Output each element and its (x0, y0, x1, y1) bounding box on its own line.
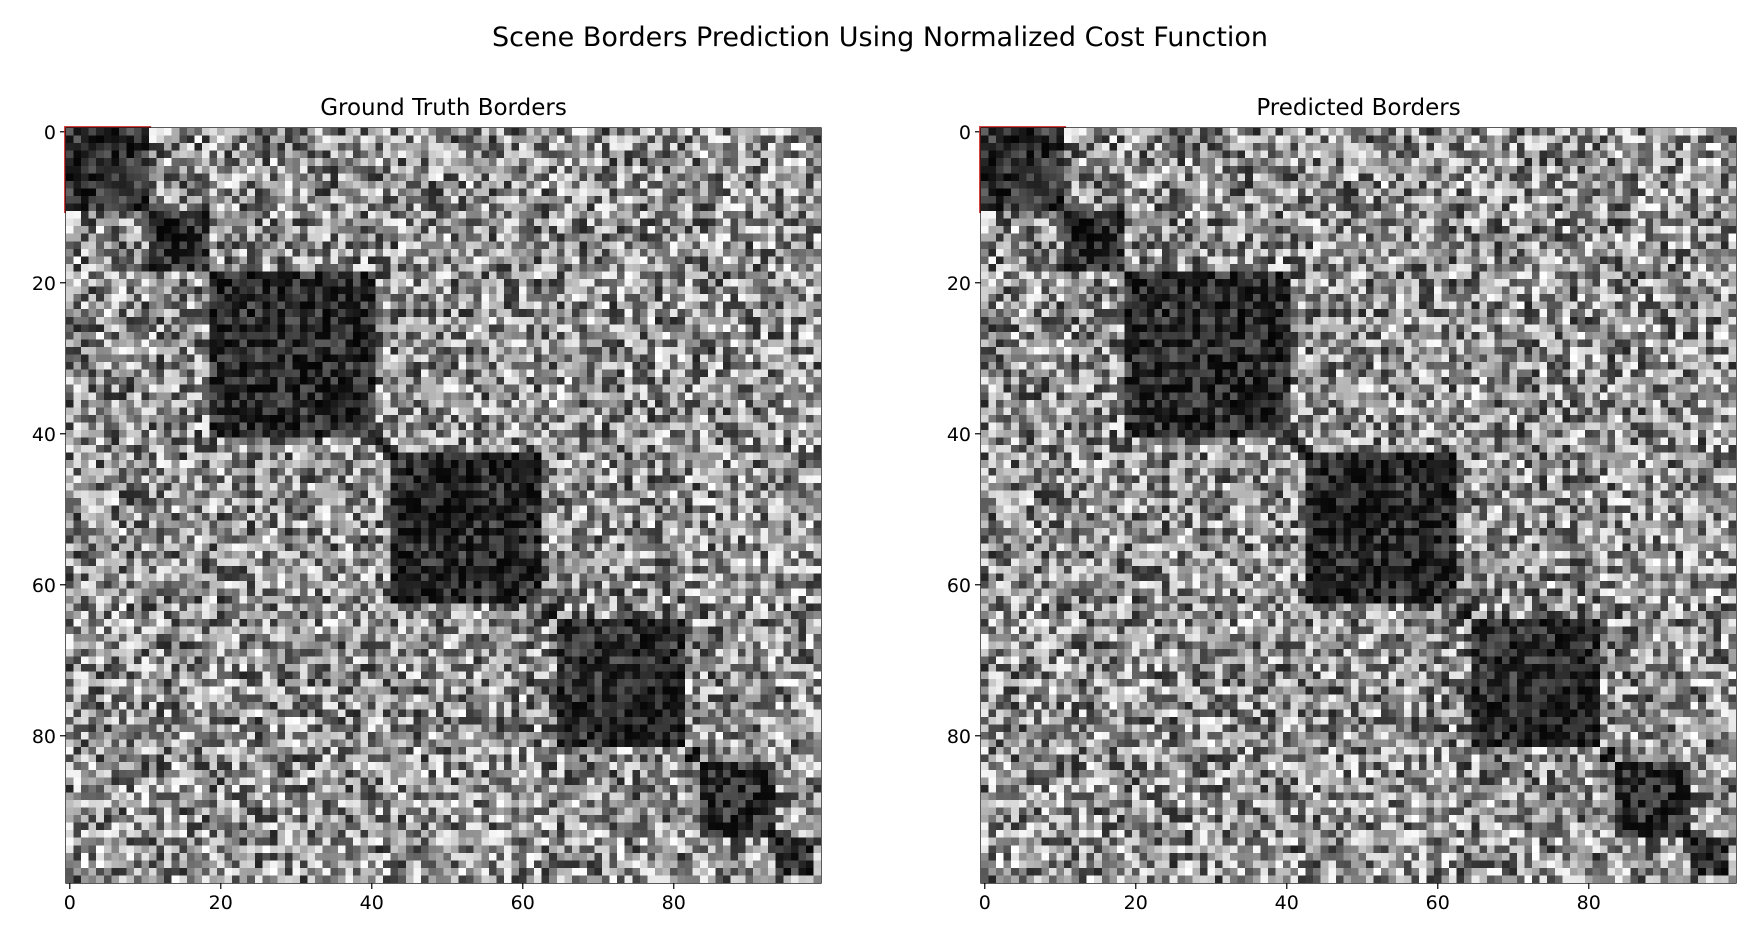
y-tick-label: 60 (947, 575, 971, 597)
x-tick-label: 60 (1426, 892, 1450, 914)
ticks-predicted: 0 20 40 60 80 0 20 40 60 80 (947, 122, 1601, 914)
y-tick-label: 80 (947, 726, 971, 748)
ticks-ground-truth: 0 20 40 60 80 0 20 40 60 80 (32, 122, 686, 914)
y-tick-label: 20 (32, 273, 56, 295)
x-tick-label: 40 (1275, 892, 1299, 914)
x-tick-label: 40 (360, 892, 384, 914)
y-tick-label: 60 (32, 575, 56, 597)
y-tick-label: 0 (44, 122, 56, 144)
y-tick-label: 0 (959, 122, 971, 144)
y-tick-label: 40 (32, 424, 56, 446)
x-tick-label: 80 (1577, 892, 1601, 914)
x-tick-label: 20 (1124, 892, 1148, 914)
axes-title-ground-truth: Ground Truth Borders (320, 95, 567, 121)
x-tick-label: 0 (64, 892, 76, 914)
x-tick-label: 80 (662, 892, 686, 914)
y-tick-label: 40 (947, 424, 971, 446)
y-tick-label: 20 (947, 273, 971, 295)
heatmap-image-ground-truth (66, 128, 821, 883)
x-tick-label: 60 (511, 892, 535, 914)
heatmap-image-predicted (981, 128, 1736, 883)
axes-title-predicted: Predicted Borders (1256, 95, 1460, 121)
y-tick-label: 80 (32, 726, 56, 748)
figure-suptitle: Scene Borders Prediction Using Normalize… (492, 22, 1268, 53)
x-tick-label: 0 (979, 892, 991, 914)
x-tick-label: 20 (209, 892, 233, 914)
